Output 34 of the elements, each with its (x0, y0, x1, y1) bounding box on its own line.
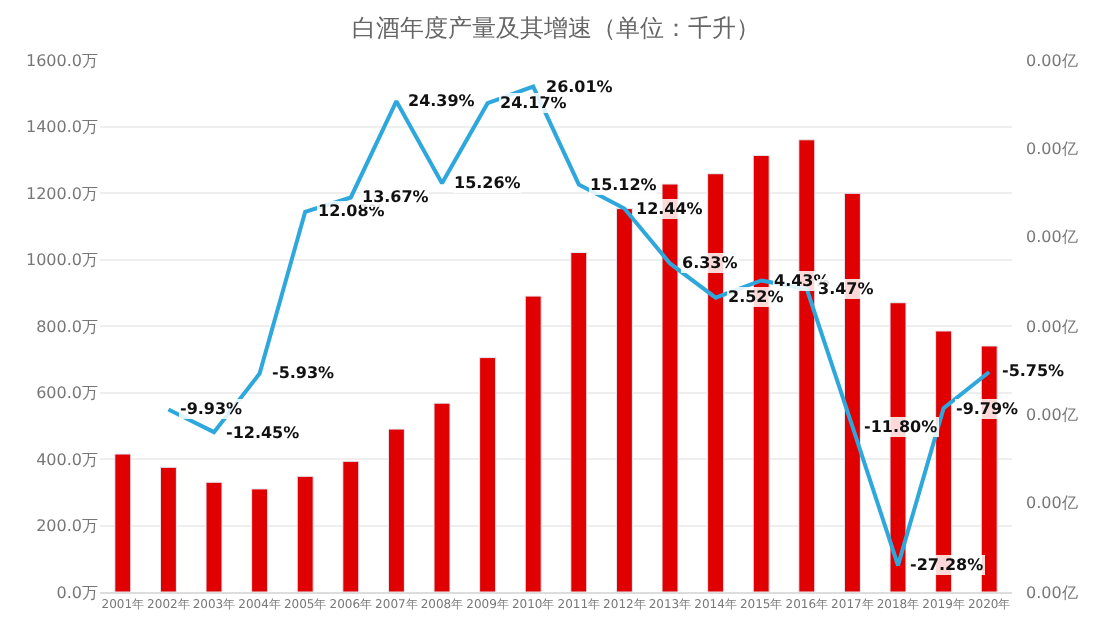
data-label: 24.17% (500, 94, 567, 112)
data-label: 15.26% (454, 174, 521, 192)
data-label: 12.44% (636, 200, 703, 218)
data-label: -5.75% (1002, 362, 1065, 380)
text: 0.00亿 (1026, 318, 1078, 336)
y-tick-label: 1000.0万 (26, 251, 98, 270)
text: 0.00亿 (1026, 584, 1078, 602)
y-tick-label: 200.0万 (36, 517, 98, 536)
data-label: -12.45% (226, 424, 300, 442)
data-label: 24.39% (408, 92, 475, 110)
data-label: 2.52% (728, 288, 784, 306)
data-label: -5.93% (272, 364, 335, 382)
data-label: -9.79% (956, 400, 1019, 418)
data-label: 15.12% (590, 176, 657, 194)
y-tick-label: 1400.0万 (26, 118, 98, 137)
data-label: -11.80% (864, 418, 938, 436)
y-tick-label: 600.0万 (36, 384, 98, 403)
y-tick-label: 800.0万 (36, 317, 98, 336)
y-tick-label: 1200.0万 (26, 184, 98, 203)
y-tick-label: 400.0万 (36, 450, 98, 469)
text: 0.00亿 (1026, 494, 1078, 512)
text: 0.00亿 (1026, 406, 1078, 424)
y-tick-label: 1600.0万 (26, 51, 98, 70)
data-label: -9.93% (180, 400, 243, 418)
data-label: 12.08% (318, 202, 385, 220)
chart-title: 白酒年度产量及其增速（单位：千升） (352, 14, 760, 42)
data-label: -27.28% (910, 556, 984, 574)
data-label: 13.67% (362, 188, 429, 206)
data-label: 6.33% (682, 254, 738, 272)
y-tick-label: 0.0万 (56, 583, 98, 602)
text: 0.00亿 (1026, 140, 1078, 158)
data-label: 26.01% (546, 78, 613, 96)
text: 0.00亿 (1026, 52, 1078, 70)
text: 0.00亿 (1026, 228, 1078, 246)
